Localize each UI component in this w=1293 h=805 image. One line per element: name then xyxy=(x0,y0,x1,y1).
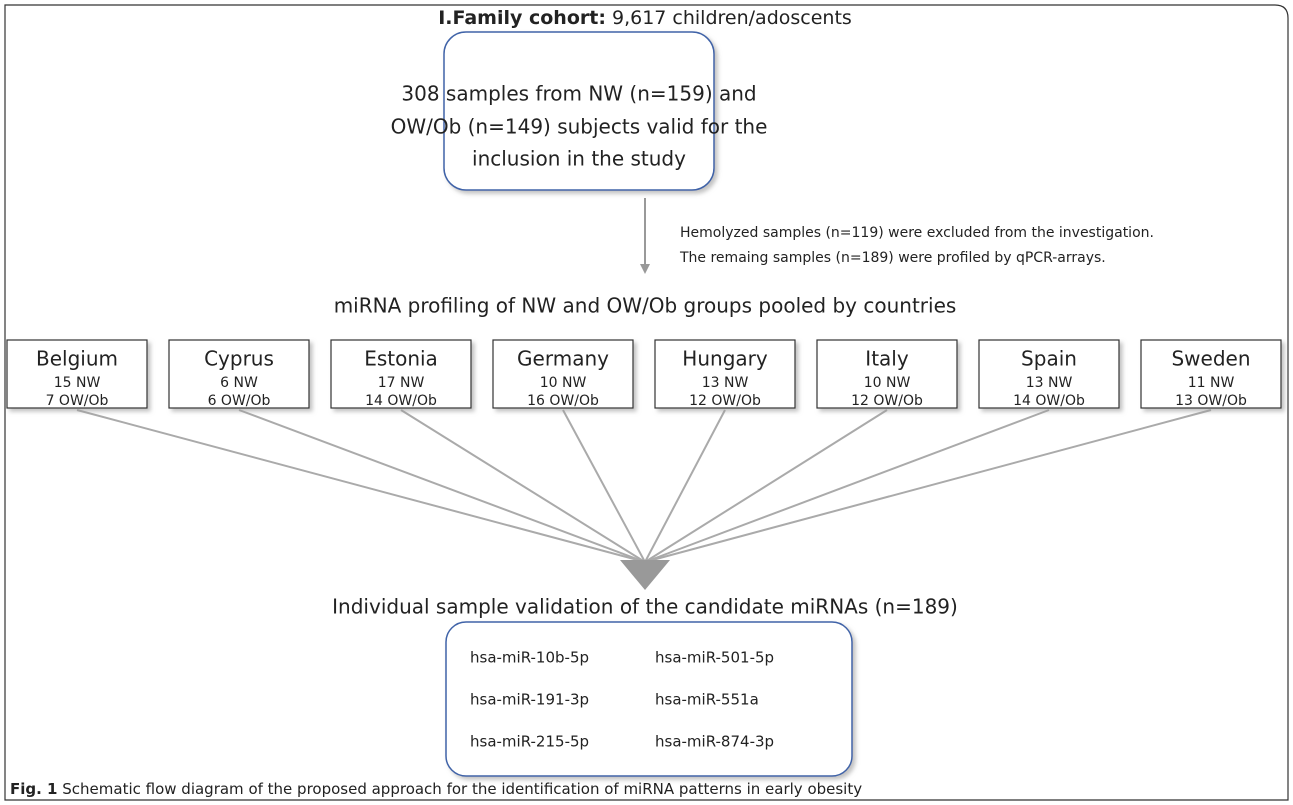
country-box xyxy=(978,339,1120,409)
country-box xyxy=(654,339,796,409)
title-bold: I.Family cohort: xyxy=(438,7,606,29)
connector xyxy=(562,409,646,563)
connector xyxy=(644,409,888,563)
frame xyxy=(4,4,1289,801)
mirna-list: hsa-miR-10b-5p hsa-miR-501-5p hsa-miR-191-… xyxy=(470,649,774,751)
cohort-title: I.Family cohort: 9,617 children/adoscent… xyxy=(438,7,852,29)
connector xyxy=(238,409,646,563)
connector xyxy=(644,409,726,563)
country-owob: 6 OW/Ob xyxy=(208,393,271,409)
country-name: Hungary xyxy=(682,347,768,371)
section-heading: miRNA profiling of NW and OW/Ob groups p… xyxy=(334,294,957,318)
mirna: hsa-miR-215-5p xyxy=(470,733,589,751)
country-name: Cyprus xyxy=(204,347,274,371)
country-box xyxy=(168,339,310,409)
country-owob: 12 OW/Ob xyxy=(851,393,923,409)
connector xyxy=(644,409,1212,563)
country-owob: 14 OW/Ob xyxy=(365,393,437,409)
country-box xyxy=(1140,339,1282,409)
country-nw: 13 NW xyxy=(702,375,749,391)
connector xyxy=(644,409,1050,563)
caption-text: Schematic flow diagram of the proposed a… xyxy=(62,780,862,798)
country-box xyxy=(816,339,958,409)
mirna: hsa-miR-501-5p xyxy=(655,649,774,667)
country-box xyxy=(6,339,148,409)
title-rest: 9,617 children/adoscents xyxy=(612,7,852,29)
country-name: Estonia xyxy=(364,347,438,371)
mirna-box xyxy=(445,621,853,777)
country-name: Sweden xyxy=(1171,347,1250,371)
top-box xyxy=(443,31,715,191)
mirna: hsa-miR-191-3p xyxy=(470,691,589,709)
caption: Fig. 1 Schematic flow diagram of the pro… xyxy=(10,780,862,798)
country-owob: 14 OW/Ob xyxy=(1013,393,1085,409)
country-nw: 10 NW xyxy=(864,375,911,391)
country-name: Belgium xyxy=(36,347,118,371)
note-line: Hemolyzed samples (n=119) were excluded … xyxy=(680,225,1154,241)
merge-arrow-head xyxy=(620,560,670,590)
country-name: Italy xyxy=(865,347,909,371)
mirna: hsa-miR-551a xyxy=(655,691,759,709)
country-name: Germany xyxy=(517,347,609,371)
country-owob: 12 OW/Ob xyxy=(689,393,761,409)
top-box-line: OW/Ob (n=149) subjects valid for the xyxy=(391,115,768,139)
mirna: hsa-miR-10b-5p xyxy=(470,649,589,667)
country-nw: 17 NW xyxy=(378,375,425,391)
connector xyxy=(400,409,646,563)
country-nw: 15 NW xyxy=(54,375,101,391)
country-owob: 13 OW/Ob xyxy=(1175,393,1247,409)
country-box xyxy=(492,339,634,409)
arrow-head xyxy=(640,264,650,274)
country-nw: 6 NW xyxy=(220,375,258,391)
top-box-line: inclusion in the study xyxy=(472,147,686,171)
note-line: The remaing samples (n=189) were profile… xyxy=(679,250,1106,266)
country-owob: 7 OW/Ob xyxy=(46,393,109,409)
mirna: hsa-miR-874-3p xyxy=(655,733,774,751)
validation-heading: Individual sample validation of the cand… xyxy=(332,595,958,619)
country-nw: 11 NW xyxy=(1188,375,1235,391)
caption-label: Fig. 1 xyxy=(10,780,57,798)
country-nw: 13 NW xyxy=(1026,375,1073,391)
top-box-line: 308 samples from NW (n=159) and xyxy=(401,82,756,106)
country-row: Belgium 15 NW 7 OW/Ob Cyprus 6 NW 6 OW/Ob Esto… xyxy=(6,339,1282,563)
country-box xyxy=(330,339,472,409)
country-name: Spain xyxy=(1021,347,1077,371)
country-owob: 16 OW/Ob xyxy=(527,393,599,409)
connector xyxy=(76,409,646,563)
country-nw: 10 NW xyxy=(540,375,587,391)
